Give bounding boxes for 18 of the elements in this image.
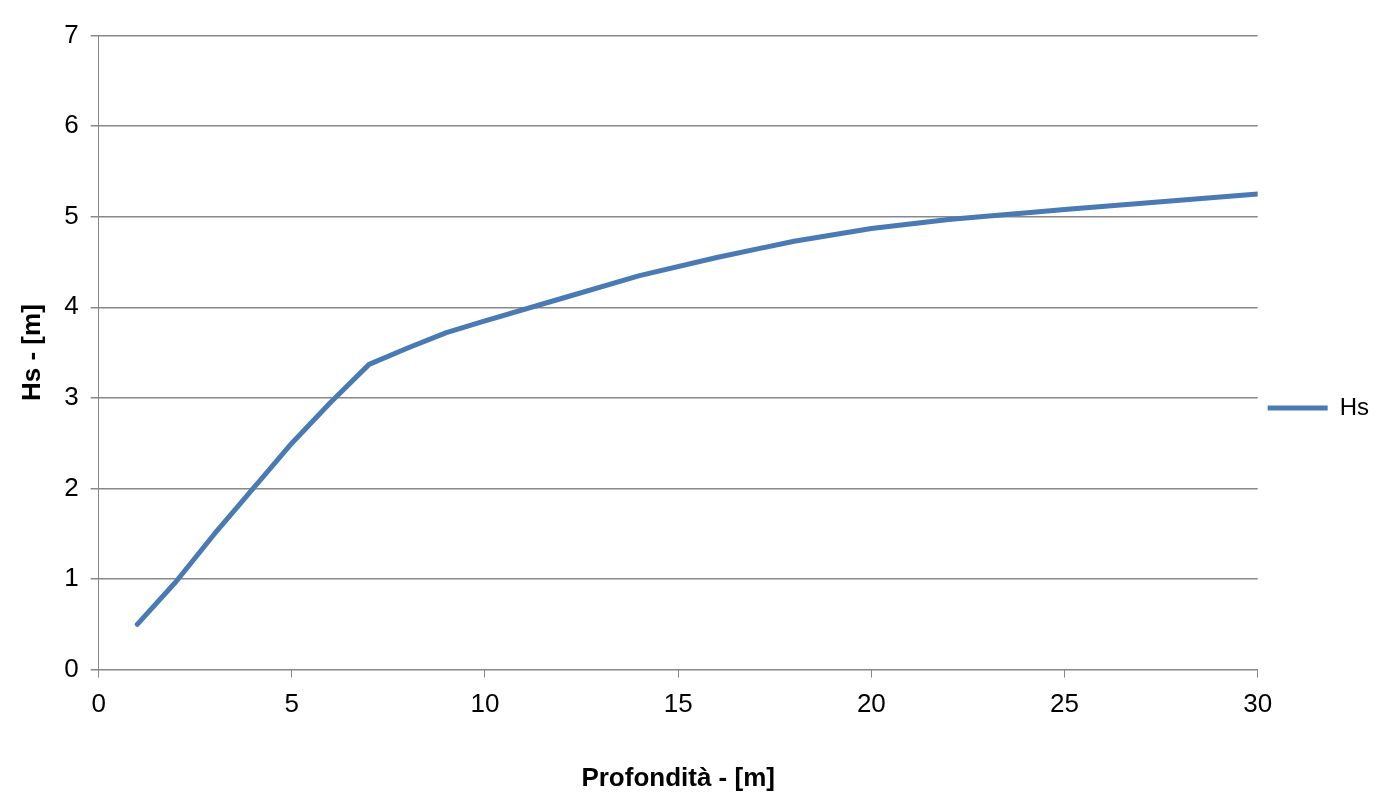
x-tick-label: 20 <box>856 688 886 719</box>
y-tick-label: 4 <box>64 290 79 321</box>
x-axis-title: Profondità - [m] <box>581 761 775 792</box>
y-tick-label: 6 <box>64 109 79 140</box>
x-tick-label: 5 <box>284 688 300 719</box>
y-tick-label: 3 <box>64 381 79 412</box>
y-tick-label: 0 <box>64 652 79 683</box>
y-axis-title: Hs - [m] <box>15 304 46 401</box>
y-tick-label: 5 <box>64 199 79 230</box>
x-tick-label: 10 <box>470 688 500 719</box>
x-tick-label: 25 <box>1050 688 1079 719</box>
legend-label: Hs <box>1339 392 1370 420</box>
x-tick-label: 15 <box>663 688 693 719</box>
y-tick-label: 7 <box>64 18 79 49</box>
y-tick-label: 2 <box>64 471 79 502</box>
y-tick-label: 1 <box>64 562 79 593</box>
x-tick-label: 30 <box>1243 688 1273 719</box>
x-tick-label: 0 <box>91 688 106 719</box>
